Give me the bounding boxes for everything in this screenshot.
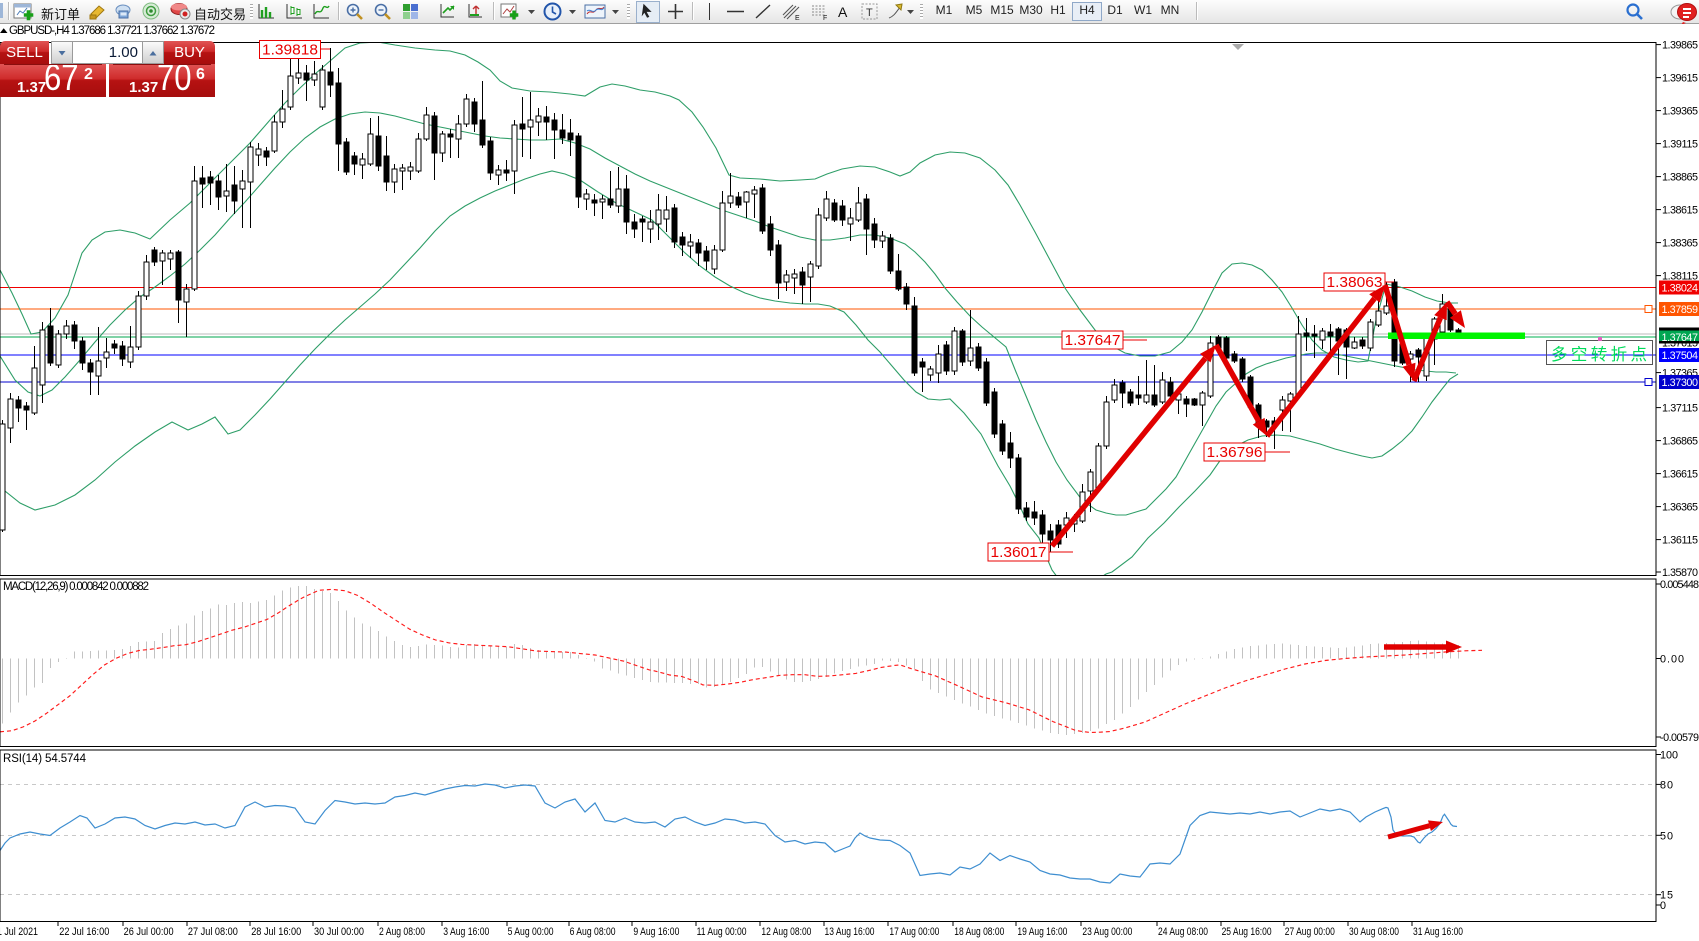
svg-text:3 Aug 16:00: 3 Aug 16:00 — [443, 926, 489, 938]
svg-text:30 Aug 08:00: 30 Aug 08:00 — [1349, 926, 1399, 938]
svg-text:F: F — [823, 15, 827, 21]
svg-text:1.39615: 1.39615 — [1662, 73, 1698, 85]
svg-text:6 Aug 08:00: 6 Aug 08:00 — [570, 926, 616, 938]
svg-text:0.00: 0.00 — [1660, 654, 1684, 666]
svg-text:27 Aug 00:00: 27 Aug 00:00 — [1285, 926, 1335, 938]
svg-text:2 Aug 08:00: 2 Aug 08:00 — [379, 926, 425, 938]
svg-text:1.36365: 1.36365 — [1662, 502, 1698, 514]
svg-text:-0.00579: -0.00579 — [1660, 732, 1699, 744]
svg-text:0: 0 — [1660, 900, 1666, 912]
svg-text:1.38115: 1.38115 — [1662, 271, 1698, 283]
svg-text:9 Aug 16:00: 9 Aug 16:00 — [633, 926, 679, 938]
svg-text:26 Jul 00:00: 26 Jul 00:00 — [124, 926, 174, 938]
svg-text:E: E — [795, 15, 800, 21]
svg-text:RSI(14) 54.5744: RSI(14) 54.5744 — [3, 753, 87, 765]
svg-text:30 Jul 00:00: 30 Jul 00:00 — [314, 926, 364, 938]
svg-text:17 Aug 00:00: 17 Aug 00:00 — [889, 926, 939, 938]
svg-text:1.36017: 1.36017 — [991, 545, 1047, 561]
svg-text:1.36865: 1.36865 — [1662, 436, 1698, 448]
svg-text:19 Aug 16:00: 19 Aug 16:00 — [1017, 926, 1067, 938]
svg-text:28 Jul 16:00: 28 Jul 16:00 — [251, 926, 301, 938]
svg-text:50: 50 — [1660, 830, 1673, 842]
svg-text:1.37859: 1.37859 — [1662, 304, 1699, 316]
svg-text:1.37647: 1.37647 — [1065, 333, 1121, 349]
svg-text:1.38615: 1.38615 — [1662, 205, 1698, 217]
svg-text:22 Jul 16:00: 22 Jul 16:00 — [59, 926, 109, 938]
svg-text:12 Aug 08:00: 12 Aug 08:00 — [761, 926, 811, 938]
svg-text:MACD(12,26,9) 0.000842 0.00088: MACD(12,26,9) 0.000842 0.000882 — [3, 581, 149, 593]
svg-text:23 Aug 00:00: 23 Aug 00:00 — [1082, 926, 1132, 938]
svg-text:1.36796: 1.36796 — [1207, 445, 1263, 461]
svg-text:27 Jul 08:00: 27 Jul 08:00 — [188, 926, 238, 938]
svg-text:31 Aug 16:00: 31 Aug 16:00 — [1413, 926, 1463, 938]
svg-text:多空转折点: 多空转折点 — [1551, 345, 1647, 364]
svg-text:1.37504: 1.37504 — [1662, 350, 1699, 362]
svg-text:1.39365: 1.39365 — [1662, 106, 1698, 118]
svg-text:100: 100 — [1660, 750, 1678, 762]
svg-text:1.37300: 1.37300 — [1662, 377, 1699, 389]
svg-text:1.37647: 1.37647 — [1662, 332, 1699, 344]
svg-text:1.36615: 1.36615 — [1662, 469, 1698, 481]
svg-text:T: T — [866, 7, 873, 19]
svg-text:1.37115: 1.37115 — [1662, 403, 1698, 415]
svg-text:80: 80 — [1660, 779, 1673, 791]
svg-text:1.35870: 1.35870 — [1662, 567, 1698, 579]
svg-text:5 Aug 00:00: 5 Aug 00:00 — [508, 926, 554, 938]
svg-text:1.39115: 1.39115 — [1662, 139, 1698, 151]
svg-text:18 Aug 08:00: 18 Aug 08:00 — [954, 926, 1004, 938]
svg-text:24 Aug 08:00: 24 Aug 08:00 — [1158, 926, 1208, 938]
svg-text:15: 15 — [1660, 890, 1673, 902]
svg-text:GBPUSD-,H4 1.37686 1.37721 1.: GBPUSD-,H4 1.37686 1.37721 1.37662 1.376… — [9, 25, 215, 37]
svg-text:21 Jul 2021: 21 Jul 2021 — [0, 926, 38, 938]
svg-text:13 Aug 16:00: 13 Aug 16:00 — [825, 926, 875, 938]
svg-text:25 Aug 16:00: 25 Aug 16:00 — [1222, 926, 1272, 938]
svg-text:1.39818: 1.39818 — [262, 43, 318, 59]
svg-text:1.39865: 1.39865 — [1662, 40, 1698, 52]
svg-text:1.38063: 1.38063 — [1327, 275, 1383, 291]
svg-text:1.38865: 1.38865 — [1662, 172, 1698, 184]
svg-text:1.36115: 1.36115 — [1662, 535, 1698, 547]
svg-text:1.38024: 1.38024 — [1662, 283, 1699, 295]
svg-text:1.38365: 1.38365 — [1662, 238, 1698, 250]
svg-text:11 Aug 00:00: 11 Aug 00:00 — [697, 926, 747, 938]
svg-text:0.005448: 0.005448 — [1660, 579, 1699, 591]
